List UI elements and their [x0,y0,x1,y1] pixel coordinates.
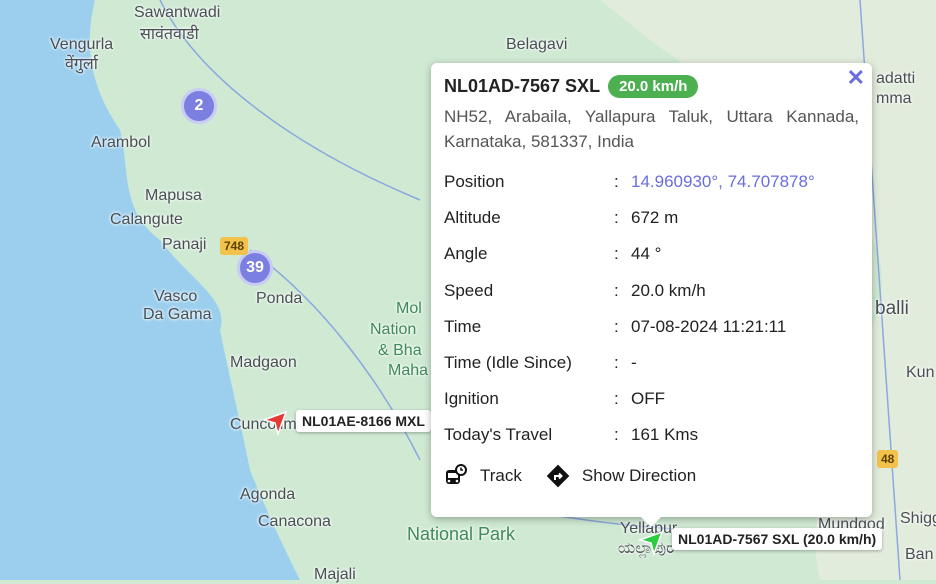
map-label: Panaji [162,236,207,253]
vehicle-info-popup: ✕ NL01AD-7567 SXL 20.0 km/h NH52, Arabail… [431,63,872,527]
vehicle-marker-red[interactable] [262,410,288,436]
info-row-speed: Speed:20.0 km/h [444,273,859,309]
row-value: 07-08-2024 11:21:11 [631,316,787,336]
row-separator: : [614,208,619,228]
row-value: 44 ° [631,244,662,264]
map-label: Shigga [900,510,936,527]
sea [0,0,300,580]
info-row-ignition: Ignition: OFF [444,381,859,417]
direction-sign-icon [546,464,570,487]
track-button[interactable]: Track [444,463,522,488]
row-value: 672 m [631,208,679,228]
map-label: Calangute [110,211,183,228]
map-label: Mapusa [145,187,202,204]
map-label: & Bha [378,342,422,359]
info-row-idle: Time (Idle Since): - [444,345,859,381]
address: NH52, Arabaila, Yallapura Taluk, Uttara … [444,107,859,151]
map-label: Majali [314,566,356,583]
row-value: - [631,353,637,373]
info-row-travel: Today's Travel:161 Kms [444,417,859,453]
track-label: Track [480,465,522,485]
row-separator: : [614,353,619,373]
road-shield: 748 [220,237,249,255]
position-link[interactable]: 14.960930°, 74.707878° [631,172,815,192]
row-value: 161 Kms [631,425,699,445]
show-direction-label: Show Direction [581,465,697,485]
map-label: mma [876,90,912,107]
row-separator: : [614,425,619,445]
map-label: National Park [407,524,516,544]
row-separator: : [614,316,619,336]
row-key: Time (Idle Since) [444,353,572,373]
marker-cluster[interactable]: 2 [181,88,217,124]
vehicle-label[interactable]: NL01AD-7567 SXL (20.0 km/h) [672,528,883,550]
map-label: adatti [876,70,916,87]
row-key: Angle [444,244,488,264]
map-label: Kun [906,364,935,381]
row-key: Speed [444,280,494,300]
map-label: Vasco [154,288,198,305]
map-label: सावंतवाडी [140,26,199,43]
info-row-angle: Angle:44 ° [444,236,859,272]
map-label: Canacona [258,513,331,530]
row-key: Today's Travel [444,425,553,445]
map-label: Agonda [240,486,296,503]
road-shield: 48 [877,450,899,468]
row-key: Altitude [444,208,501,228]
map-label: balli [875,298,909,319]
map-label: वेंगुर्ला [65,56,98,73]
map-label: Madgaon [230,354,297,371]
info-row-altitude: Altitude:672 m [444,200,859,236]
row-separator: : [614,280,619,300]
map-label: Mol [396,300,422,317]
map-label: Arambol [91,134,151,151]
row-value: OFF [631,389,665,409]
row-key: Position [444,172,505,192]
row-value: 20.0 km/h [631,280,706,300]
vehicle-title: NL01AD-7567 SXL [444,76,601,96]
map-label: Vengurla [50,36,114,53]
info-row-position: Position:14.960930°, 74.707878° [444,164,859,200]
map-label: Ponda [256,290,303,307]
show-direction-button[interactable]: Show Direction [546,464,696,488]
map-label: Nation [370,321,417,338]
speed-badge: 20.0 km/h [608,75,699,98]
map-label: Yellapur [620,520,678,537]
marker-cluster[interactable]: 39 [237,250,273,286]
map-label: Sawantwadi [134,4,221,21]
bus-clock-icon [446,463,467,484]
vehicle-marker-green[interactable] [638,530,664,556]
map-label: ಯಲ್ಲಾಪುರ [618,540,675,557]
row-key: Ignition [444,389,499,409]
map-label: Belagavi [506,36,568,53]
map-label: Maha [388,362,429,379]
map-label: Da Gama [143,306,212,323]
row-separator: : [614,172,619,192]
vehicle-label[interactable]: NL01AE-8166 MXL [296,410,431,432]
row-key: Time [444,316,482,336]
close-icon[interactable]: ✕ [846,65,865,90]
row-separator: : [614,389,619,409]
row-separator: : [614,244,619,264]
info-row-time: Time:07-08-2024 11:21:11 [444,309,859,345]
map-label: Ban [905,546,934,563]
